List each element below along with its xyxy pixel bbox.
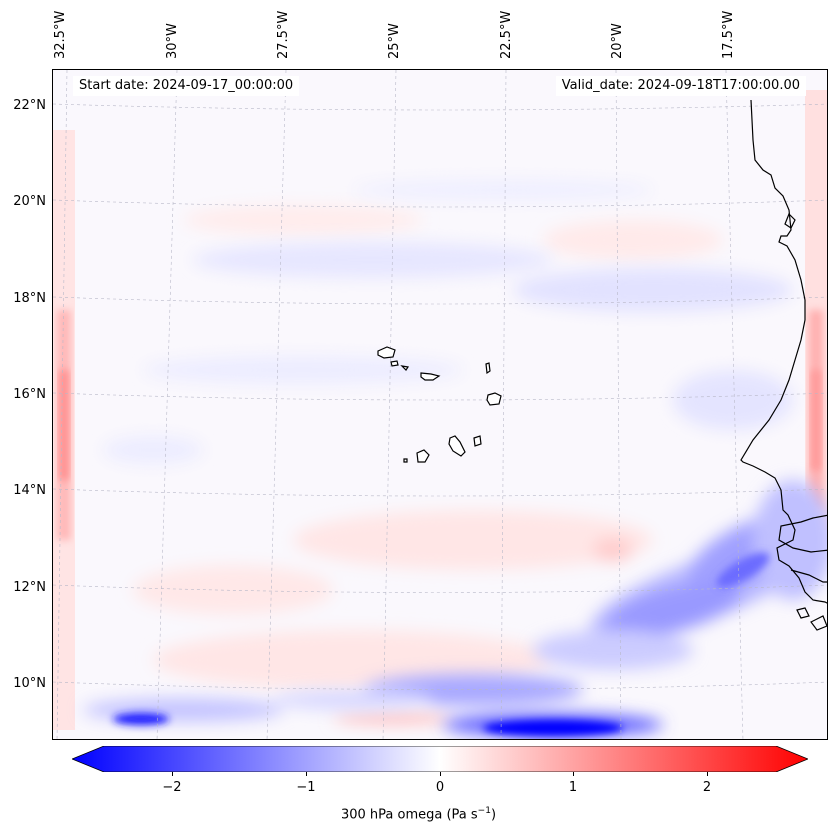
lat-label-12n: 12°N bbox=[13, 580, 46, 595]
valid-date-label: Valid_date: 2024-09-18T17:00:00.00 bbox=[555, 76, 806, 96]
colorbar-bar bbox=[70, 745, 810, 773]
colorbar-graphic bbox=[70, 745, 810, 773]
lon-label-30w: 30°W bbox=[165, 23, 180, 59]
colorbar-label: 300 hPa omega (Pa s−1) bbox=[340, 806, 497, 823]
coastline bbox=[740, 99, 827, 631]
cbar-tick-2: 2 bbox=[702, 780, 712, 795]
start-date-label: Start date: 2024-09-17_00:00:00 bbox=[73, 76, 300, 96]
lon-label-20w: 20°W bbox=[610, 23, 625, 59]
positive-omega-areas bbox=[133, 205, 723, 724]
cbar-tickmark-neg2 bbox=[172, 772, 173, 776]
lon-label-25w: 25°W bbox=[387, 23, 402, 59]
lon-label-32.5w: 32.5°W bbox=[53, 10, 68, 59]
cbar-tick-neg1: −1 bbox=[296, 780, 316, 795]
lat-label-14n: 14°N bbox=[13, 483, 46, 498]
lon-label-27.5w: 27.5°W bbox=[276, 10, 291, 59]
lat-label-22n: 22°N bbox=[13, 98, 46, 113]
lat-label-10n: 10°N bbox=[13, 676, 46, 691]
cbar-tickmark-2 bbox=[707, 772, 708, 776]
edge-artifact-strips bbox=[53, 90, 827, 730]
lat-label-18n: 18°N bbox=[13, 291, 46, 306]
omega-field-map bbox=[53, 70, 827, 739]
map-panel[interactable] bbox=[52, 69, 828, 740]
cbar-tick-1: 1 bbox=[568, 780, 578, 795]
cbar-tickmark-0 bbox=[440, 772, 441, 776]
cbar-tickmark-1 bbox=[573, 772, 574, 776]
lat-label-20n: 20°N bbox=[13, 194, 46, 209]
lon-label-17.5w: 17.5°W bbox=[721, 10, 736, 59]
lon-label-22.5w: 22.5°W bbox=[499, 10, 514, 59]
cape-verde-islands bbox=[377, 346, 502, 463]
cbar-tickmark-neg1 bbox=[306, 772, 307, 776]
lat-label-16n: 16°N bbox=[13, 387, 46, 402]
cbar-tick-neg2: −2 bbox=[162, 780, 182, 795]
graticule bbox=[53, 70, 827, 739]
cbar-tick-0: 0 bbox=[435, 780, 445, 795]
strong-descent-cores bbox=[113, 552, 770, 736]
colorbar bbox=[70, 745, 810, 773]
